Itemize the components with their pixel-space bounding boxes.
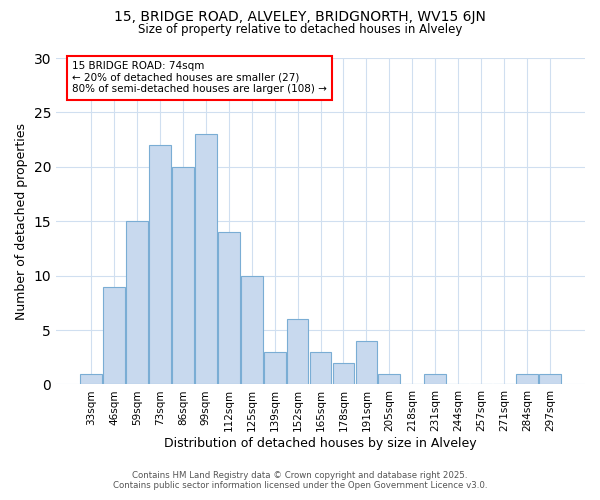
Bar — [379, 374, 400, 384]
Bar — [539, 374, 561, 384]
Bar — [310, 352, 331, 384]
X-axis label: Distribution of detached houses by size in Alveley: Distribution of detached houses by size … — [164, 437, 477, 450]
Bar — [264, 352, 286, 384]
Bar — [287, 319, 308, 384]
Bar — [218, 232, 239, 384]
Bar — [241, 276, 263, 384]
Bar — [332, 362, 355, 384]
Bar — [80, 374, 102, 384]
Bar — [195, 134, 217, 384]
Bar — [356, 341, 377, 384]
Text: 15 BRIDGE ROAD: 74sqm
← 20% of detached houses are smaller (27)
80% of semi-deta: 15 BRIDGE ROAD: 74sqm ← 20% of detached … — [72, 62, 327, 94]
Text: 15, BRIDGE ROAD, ALVELEY, BRIDGNORTH, WV15 6JN: 15, BRIDGE ROAD, ALVELEY, BRIDGNORTH, WV… — [114, 10, 486, 24]
Bar — [126, 221, 148, 384]
Bar — [516, 374, 538, 384]
Bar — [424, 374, 446, 384]
Text: Contains HM Land Registry data © Crown copyright and database right 2025.
Contai: Contains HM Land Registry data © Crown c… — [113, 470, 487, 490]
Y-axis label: Number of detached properties: Number of detached properties — [15, 122, 28, 320]
Bar — [149, 145, 171, 384]
Bar — [103, 286, 125, 384]
Text: Size of property relative to detached houses in Alveley: Size of property relative to detached ho… — [138, 22, 462, 36]
Bar — [172, 167, 194, 384]
